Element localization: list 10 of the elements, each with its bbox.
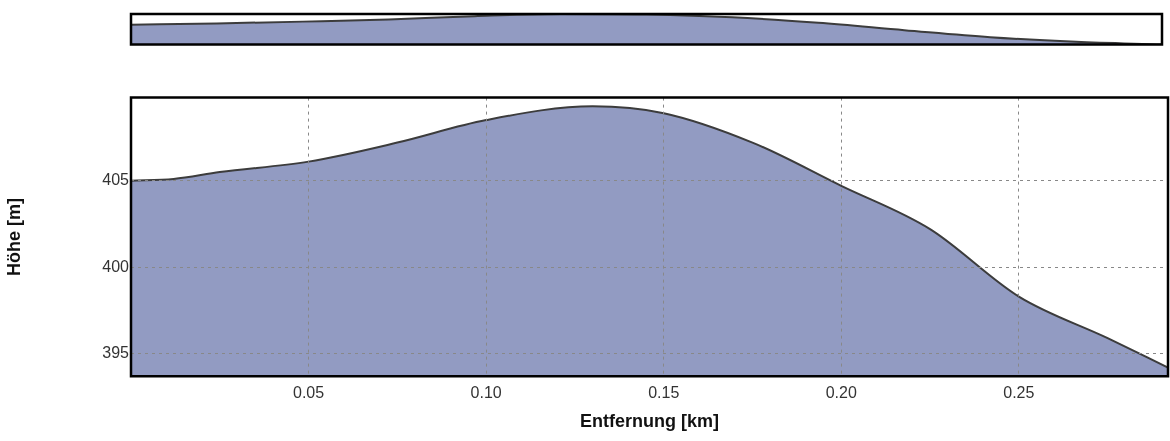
- y-axis-title: Höhe [m]: [3, 197, 24, 276]
- x-axis-title: Entfernung [km]: [580, 411, 719, 432]
- x-tick-label: 0.25: [1003, 384, 1035, 402]
- y-tick-label: 395: [102, 344, 130, 362]
- x-tick-label: 0.20: [825, 384, 857, 402]
- x-tick-label: 0.10: [470, 384, 502, 402]
- x-tick-label: 0.15: [648, 384, 680, 402]
- y-tick-label: 400: [102, 257, 130, 275]
- y-tick-label: 405: [102, 171, 130, 189]
- x-tick-label: 0.05: [293, 384, 325, 402]
